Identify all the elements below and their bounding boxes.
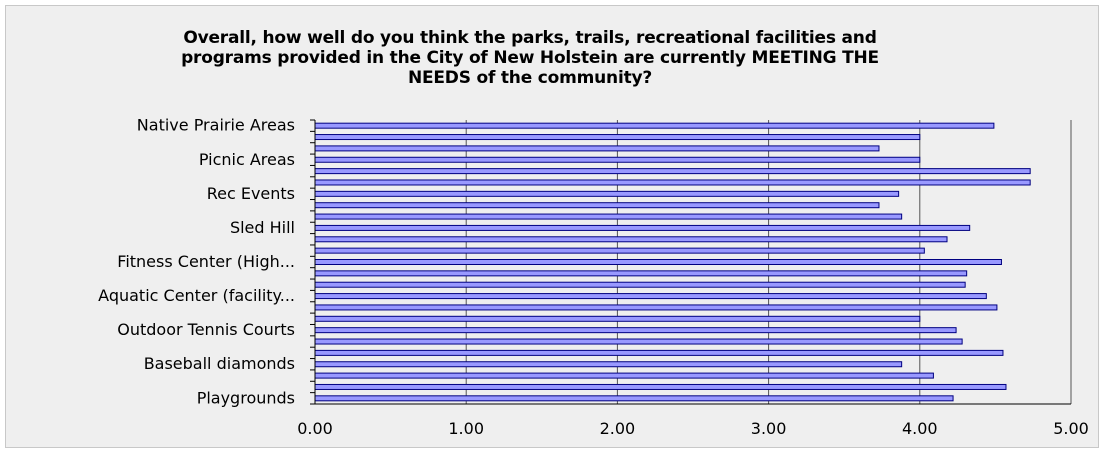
bar bbox=[314, 213, 903, 220]
y-tick-label: Playgrounds bbox=[197, 388, 295, 407]
bar bbox=[314, 202, 880, 209]
bar bbox=[314, 383, 1007, 390]
x-tick-label: 4.00 bbox=[902, 419, 938, 438]
bar bbox=[314, 179, 1031, 186]
bar bbox=[314, 395, 954, 402]
bar bbox=[314, 338, 963, 345]
bar bbox=[314, 361, 903, 368]
bar bbox=[314, 145, 880, 152]
x-tick-label: 3.00 bbox=[751, 419, 787, 438]
y-tick-label: Rec Events bbox=[207, 184, 295, 203]
bar bbox=[314, 122, 995, 129]
bar bbox=[314, 224, 971, 231]
bar bbox=[314, 156, 921, 163]
bar bbox=[314, 327, 957, 334]
chart-title: Overall, how well do you think the parks… bbox=[181, 28, 879, 88]
bar bbox=[314, 304, 998, 311]
x-tick-label: 2.00 bbox=[600, 419, 636, 438]
x-tick-label: 0.00 bbox=[297, 419, 333, 438]
bar bbox=[314, 168, 1031, 175]
y-tick-label: Native Prairie Areas bbox=[137, 116, 295, 135]
y-tick-label: Fitness Center (High... bbox=[117, 252, 295, 271]
bar bbox=[314, 349, 1004, 356]
bar bbox=[314, 293, 987, 300]
bar bbox=[314, 372, 934, 379]
bar bbox=[314, 270, 968, 277]
bar bbox=[314, 247, 925, 254]
y-tick-label: Picnic Areas bbox=[199, 150, 295, 169]
bar bbox=[314, 281, 966, 288]
y-tick-label: Baseball diamonds bbox=[144, 354, 295, 373]
bar bbox=[314, 190, 900, 197]
bar bbox=[314, 236, 948, 243]
bar bbox=[314, 259, 1002, 265]
bar bbox=[314, 134, 921, 141]
y-tick-label: Sled Hill bbox=[230, 218, 295, 237]
bar bbox=[314, 315, 921, 322]
y-tick-label: Outdoor Tennis Courts bbox=[117, 320, 295, 339]
x-tick-label: 5.00 bbox=[1053, 419, 1089, 438]
x-tick-label: 1.00 bbox=[448, 419, 484, 438]
y-tick-label: Aquatic Center (facility... bbox=[98, 286, 295, 305]
